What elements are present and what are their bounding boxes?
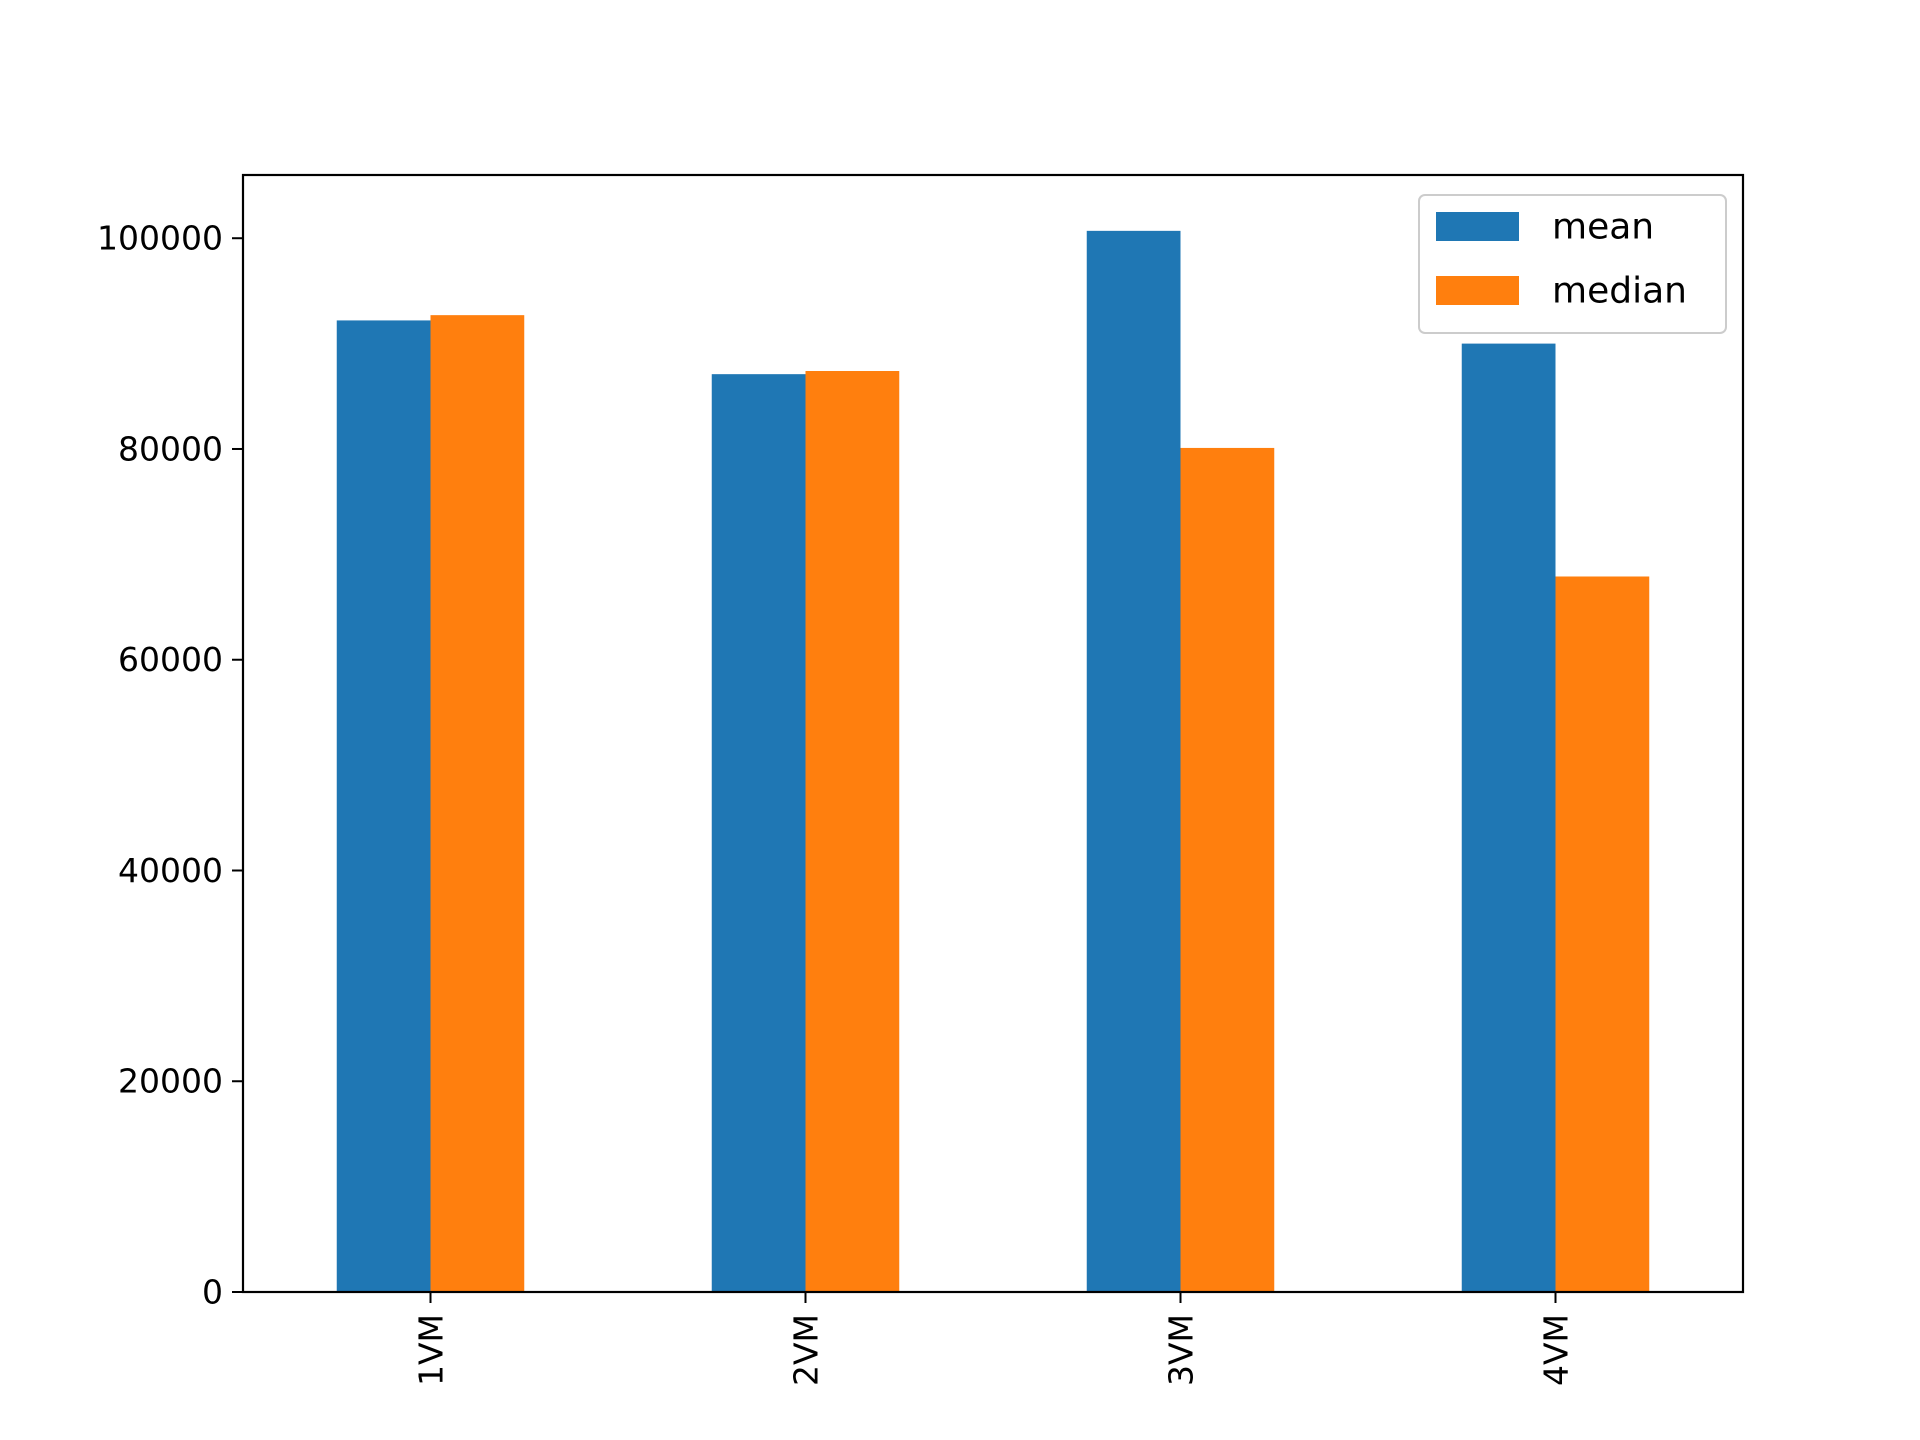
- bar-median-4VM: [1555, 576, 1650, 1292]
- bar-median-2VM: [805, 371, 900, 1292]
- legend: mean median: [1418, 194, 1727, 334]
- y-tick-label: 20000: [118, 1062, 223, 1101]
- legend-label-mean: mean: [1552, 207, 1654, 248]
- bar-median-3VM: [1180, 447, 1275, 1292]
- y-tick-label: 100000: [97, 219, 223, 258]
- bar-mean-1VM: [336, 320, 431, 1292]
- x-axis: 1VM 2VM 3VM 4VM: [412, 1292, 1576, 1386]
- x-tick-label-4VM: 4VM: [1537, 1314, 1576, 1386]
- y-axis: 0 20000 40000 60000 80000 100000: [97, 219, 243, 1312]
- legend-swatch-median: [1436, 276, 1519, 305]
- legend-label-median: median: [1552, 271, 1687, 312]
- y-tick-label: 80000: [118, 429, 223, 468]
- bar-mean-2VM: [711, 374, 806, 1292]
- y-tick-label: 40000: [118, 851, 223, 890]
- bars: [336, 230, 1650, 1293]
- legend-swatch-mean: [1436, 212, 1519, 241]
- bar-mean-4VM: [1461, 343, 1556, 1292]
- x-tick-label-2VM: 2VM: [787, 1314, 826, 1386]
- plot-frame: [241, 173, 1745, 1294]
- y-tick-label: 60000: [118, 640, 223, 679]
- bar-mean-3VM: [1086, 230, 1181, 1293]
- y-tick-label: 0: [202, 1273, 223, 1312]
- x-tick-label-3VM: 3VM: [1162, 1314, 1201, 1386]
- x-tick-label-1VM: 1VM: [412, 1314, 451, 1386]
- bar-median-1VM: [430, 315, 525, 1293]
